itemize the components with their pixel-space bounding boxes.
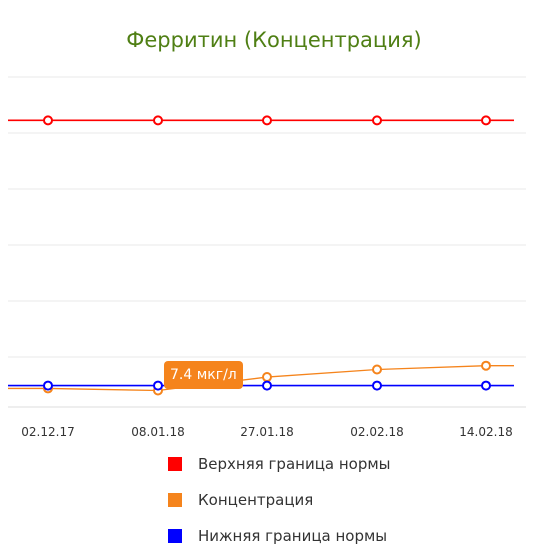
data-point-lower — [43, 380, 53, 391]
legend-label-lower: Нижняя граница нормы — [198, 527, 388, 545]
data-point-lower — [372, 380, 382, 391]
x-axis-ticks: 02.12.17 08.01.18 27.01.18 02.02.18 14.02.18 — [21, 425, 512, 439]
data-point-concentration — [262, 372, 272, 383]
x-tick-label: 27.01.18 — [240, 425, 293, 439]
x-tick-label: 08.01.18 — [131, 425, 184, 439]
data-point-upper — [262, 115, 272, 126]
legend-label-concentration: Концентрация — [198, 491, 314, 509]
legend-swatch-concentration — [168, 493, 182, 507]
legend-item-lower[interactable]: Нижняя граница нормы — [168, 518, 391, 554]
legend-swatch-upper — [168, 457, 182, 471]
data-point-upper — [43, 115, 53, 126]
x-tick-label: 02.12.17 — [21, 425, 74, 439]
data-point-upper — [372, 115, 382, 126]
data-point-upper — [481, 115, 491, 126]
data-point-lower — [262, 380, 272, 391]
legend: Верхняя граница нормы Концентрация Нижня… — [168, 446, 391, 554]
x-tick-label: 14.02.18 — [459, 425, 512, 439]
line-chart: 02.12.17 08.01.18 27.01.18 02.02.18 14.02.18 — [8, 76, 526, 439]
gridlines — [8, 76, 526, 408]
data-point-concentration — [372, 364, 382, 375]
data-tooltip: 7.4 мкг/л — [164, 361, 243, 389]
legend-item-upper[interactable]: Верхняя граница нормы — [168, 446, 391, 482]
legend-label-upper: Верхняя граница нормы — [198, 455, 391, 473]
legend-item-concentration[interactable]: Концентрация — [168, 482, 391, 518]
data-point-concentration — [481, 360, 491, 371]
data-point-lower — [481, 380, 491, 391]
chart-title: Ферритин (Концентрация) — [126, 28, 422, 52]
x-tick-label: 02.02.18 — [350, 425, 403, 439]
legend-swatch-lower — [168, 529, 182, 543]
series-lines — [8, 115, 514, 396]
series-line-concentration — [8, 365, 514, 392]
data-point-upper — [153, 115, 163, 126]
data-point-lower — [153, 380, 163, 391]
